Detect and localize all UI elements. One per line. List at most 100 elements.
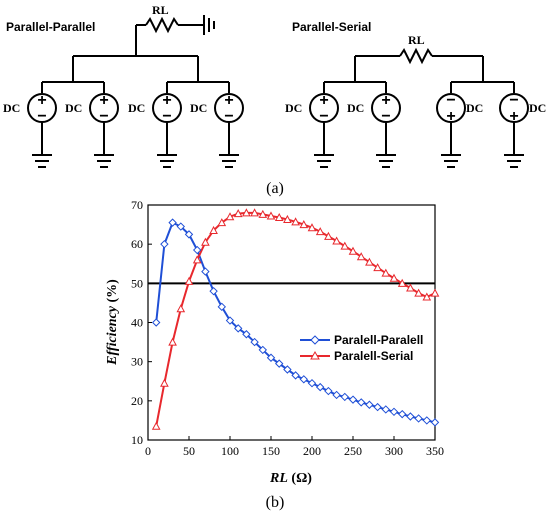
series-1-point-32 bbox=[414, 288, 423, 297]
series-0-point-4 bbox=[184, 230, 194, 239]
left-circuit-title: Parallel-Parallel bbox=[6, 20, 95, 34]
source-polarity-right: +− +− −+ −+ bbox=[319, 92, 518, 125]
dc-label-5: DC bbox=[285, 101, 302, 115]
x-tick-label-3: 150 bbox=[262, 444, 280, 458]
svg-text:+: + bbox=[319, 92, 328, 109]
series-1-point-8 bbox=[217, 218, 227, 227]
svg-text:+: + bbox=[381, 92, 390, 109]
x-axis-title: RL (Ω) bbox=[269, 471, 312, 486]
series-1-point-17 bbox=[291, 217, 300, 226]
series-0-point-15 bbox=[274, 359, 284, 368]
series-1-point-5 bbox=[192, 255, 202, 264]
series-1-point-28 bbox=[381, 268, 391, 277]
series-1-point-0 bbox=[151, 421, 161, 430]
series-0-point-27 bbox=[373, 402, 382, 412]
series-0-point-23 bbox=[340, 392, 350, 402]
series-1-point-13 bbox=[258, 209, 268, 218]
x-tick-label-2: 100 bbox=[221, 444, 239, 458]
legend-marker-pp bbox=[310, 335, 320, 345]
series-0-point-8 bbox=[217, 302, 227, 312]
series-0-point-34 bbox=[430, 418, 440, 427]
y-tick-label-0: 10 bbox=[131, 433, 143, 447]
legend-label-pp: Paralell-Paralell bbox=[334, 333, 423, 347]
series-0-point-3 bbox=[176, 222, 186, 231]
y-tick-label-3: 40 bbox=[131, 316, 143, 330]
dc-label-1: DC bbox=[3, 101, 20, 115]
resistor-rl-right bbox=[399, 47, 433, 65]
series-0-point-19 bbox=[307, 379, 317, 388]
series-1-point-20 bbox=[315, 227, 325, 236]
series-lines bbox=[155, 211, 436, 427]
legend-marker-ps bbox=[310, 350, 320, 360]
axis-ticks: 0 50 100 150 200 250 300 350 10 20 30 40 50 60 70 bbox=[131, 198, 444, 458]
source-polarity-left: +− +− +− +− bbox=[37, 92, 233, 125]
series-0-point-12 bbox=[250, 337, 259, 347]
series-0-point-33 bbox=[422, 416, 432, 425]
svg-text:+: + bbox=[37, 92, 46, 109]
series-0-point-18 bbox=[299, 375, 309, 384]
series-1-point-6 bbox=[201, 237, 210, 246]
y-tick-label-1: 20 bbox=[131, 394, 143, 408]
series-0-point-29 bbox=[389, 407, 399, 417]
legend: Paralell-Paralell Paralell-Serial bbox=[300, 333, 423, 363]
svg-text:−: − bbox=[162, 108, 171, 125]
series-1-point-19 bbox=[307, 223, 317, 232]
caption-b: (b) bbox=[266, 494, 285, 511]
dc-label-2: DC bbox=[65, 101, 82, 115]
series-1-point-10 bbox=[233, 209, 243, 218]
series-0-point-31 bbox=[406, 412, 415, 421]
series-1-point-1 bbox=[160, 378, 169, 387]
dc-label-6: DC bbox=[347, 101, 364, 115]
dc-label-8: DC bbox=[529, 101, 546, 115]
series-0-point-17 bbox=[291, 371, 300, 380]
series-0-point-20 bbox=[315, 382, 325, 392]
series-1-point-15 bbox=[274, 212, 284, 222]
resistor-label-right: RL bbox=[408, 33, 425, 47]
y-tick-label-5: 60 bbox=[131, 237, 143, 251]
series-0-point-26 bbox=[365, 400, 374, 409]
series-0-point-25 bbox=[356, 398, 366, 407]
series-1-point-31 bbox=[406, 283, 415, 292]
series-0-point-28 bbox=[381, 405, 391, 414]
series-1-point-25 bbox=[356, 252, 366, 261]
ground-symbols-right bbox=[314, 154, 524, 168]
y-tick-label-4: 50 bbox=[131, 276, 143, 290]
series-1-point-24 bbox=[348, 246, 358, 255]
series-1-point-7 bbox=[209, 225, 218, 234]
x-tick-label-7: 350 bbox=[426, 444, 444, 458]
x-tick-label-0: 0 bbox=[145, 444, 151, 458]
resistor-label-left: RL bbox=[152, 3, 169, 17]
svg-text:−: − bbox=[37, 108, 46, 125]
dc-label-3: DC bbox=[128, 101, 145, 115]
series-1-point-4 bbox=[184, 276, 194, 285]
y-axis-title: Efficiency (%) bbox=[105, 279, 120, 366]
series-line-1 bbox=[155, 211, 436, 427]
series-0-point-0 bbox=[151, 318, 161, 327]
series-0-point-11 bbox=[242, 330, 251, 339]
caption-a: (a) bbox=[266, 180, 284, 197]
x-tick-label-1: 50 bbox=[183, 444, 195, 458]
x-tick-label-4: 200 bbox=[303, 444, 321, 458]
series-1-point-22 bbox=[332, 236, 341, 245]
y-tick-label-6: 70 bbox=[131, 198, 143, 212]
svg-text:+: + bbox=[224, 92, 233, 109]
series-0-point-22 bbox=[332, 390, 341, 400]
series-1-point-3 bbox=[176, 304, 186, 313]
right-circuit-title: Parallel-Serial bbox=[292, 20, 371, 34]
series-markers bbox=[151, 208, 440, 430]
svg-text:−: − bbox=[509, 92, 518, 109]
svg-text:+: + bbox=[509, 108, 518, 125]
series-0-point-24 bbox=[348, 395, 358, 404]
series-1-point-2 bbox=[168, 337, 177, 346]
series-0-point-7 bbox=[209, 286, 218, 296]
svg-text:−: − bbox=[224, 108, 233, 125]
series-1-point-30 bbox=[397, 278, 407, 287]
series-0-point-9 bbox=[225, 316, 235, 325]
resistor-rl-left bbox=[145, 16, 179, 34]
series-1-point-11 bbox=[242, 208, 251, 217]
series-0-point-2 bbox=[168, 218, 177, 227]
series-0-point-5 bbox=[192, 245, 202, 255]
y-tick-label-2: 30 bbox=[131, 355, 143, 369]
series-0-point-16 bbox=[283, 365, 292, 374]
